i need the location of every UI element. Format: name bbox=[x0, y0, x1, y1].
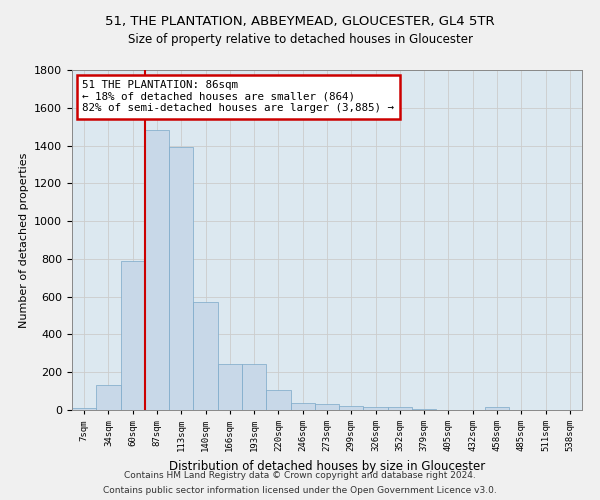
Bar bbox=[193, 302, 218, 410]
Text: Contains public sector information licensed under the Open Government Licence v3: Contains public sector information licen… bbox=[103, 486, 497, 495]
Bar bbox=[315, 404, 339, 410]
Bar bbox=[388, 407, 412, 410]
Bar bbox=[145, 130, 169, 410]
Text: Size of property relative to detached houses in Gloucester: Size of property relative to detached ho… bbox=[128, 32, 473, 46]
Bar bbox=[485, 406, 509, 410]
Text: 51, THE PLANTATION, ABBEYMEAD, GLOUCESTER, GL4 5TR: 51, THE PLANTATION, ABBEYMEAD, GLOUCESTE… bbox=[105, 15, 495, 28]
Bar bbox=[169, 148, 193, 410]
Bar bbox=[339, 406, 364, 410]
Bar bbox=[412, 409, 436, 410]
Bar bbox=[218, 364, 242, 410]
Bar bbox=[266, 390, 290, 410]
Text: 51 THE PLANTATION: 86sqm
← 18% of detached houses are smaller (864)
82% of semi-: 51 THE PLANTATION: 86sqm ← 18% of detach… bbox=[82, 80, 394, 114]
Bar bbox=[242, 364, 266, 410]
Text: Contains HM Land Registry data © Crown copyright and database right 2024.: Contains HM Land Registry data © Crown c… bbox=[124, 471, 476, 480]
Bar bbox=[121, 261, 145, 410]
X-axis label: Distribution of detached houses by size in Gloucester: Distribution of detached houses by size … bbox=[169, 460, 485, 472]
Y-axis label: Number of detached properties: Number of detached properties bbox=[19, 152, 29, 328]
Bar bbox=[364, 406, 388, 410]
Bar bbox=[96, 386, 121, 410]
Bar bbox=[72, 408, 96, 410]
Bar bbox=[290, 404, 315, 410]
